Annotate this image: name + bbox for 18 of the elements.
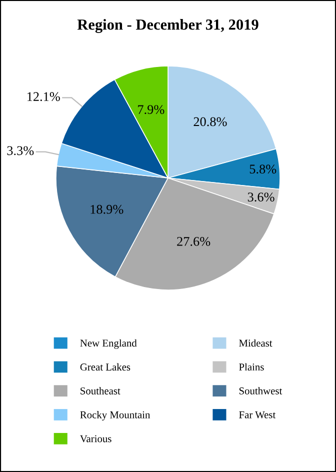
legend-label: Southeast	[80, 387, 120, 394]
data-label: 3.3%	[7, 146, 34, 156]
data-label: 18.9%	[90, 204, 124, 214]
legend-label: Plains	[239, 363, 264, 371]
data-label: 20.8%	[194, 117, 227, 126]
legend-label: Rocky Mountain	[80, 411, 150, 420]
legend-label: Various	[80, 435, 112, 442]
data-label: 27.6%	[177, 236, 210, 246]
legend-label: Great Lakes	[80, 363, 130, 371]
data-label: 12.1%	[27, 92, 60, 102]
data-label: 5.8%	[250, 164, 276, 174]
legend-label: New England	[80, 339, 137, 349]
data-label: 7.9%	[138, 105, 164, 114]
legend-label: Southwest	[239, 387, 282, 394]
legend-label: Mideast	[239, 339, 272, 347]
chart-title: Region - December 31, 2019	[77, 19, 258, 33]
data-label: 3.6%	[248, 192, 274, 202]
legend-label: Far West	[239, 411, 276, 418]
